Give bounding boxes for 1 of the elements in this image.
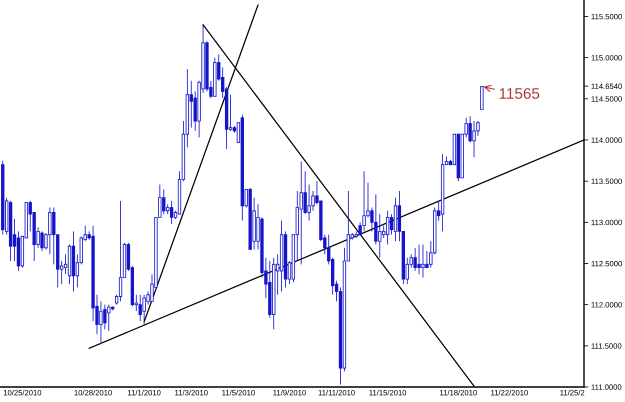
annotation: 11565: [500, 88, 540, 99]
